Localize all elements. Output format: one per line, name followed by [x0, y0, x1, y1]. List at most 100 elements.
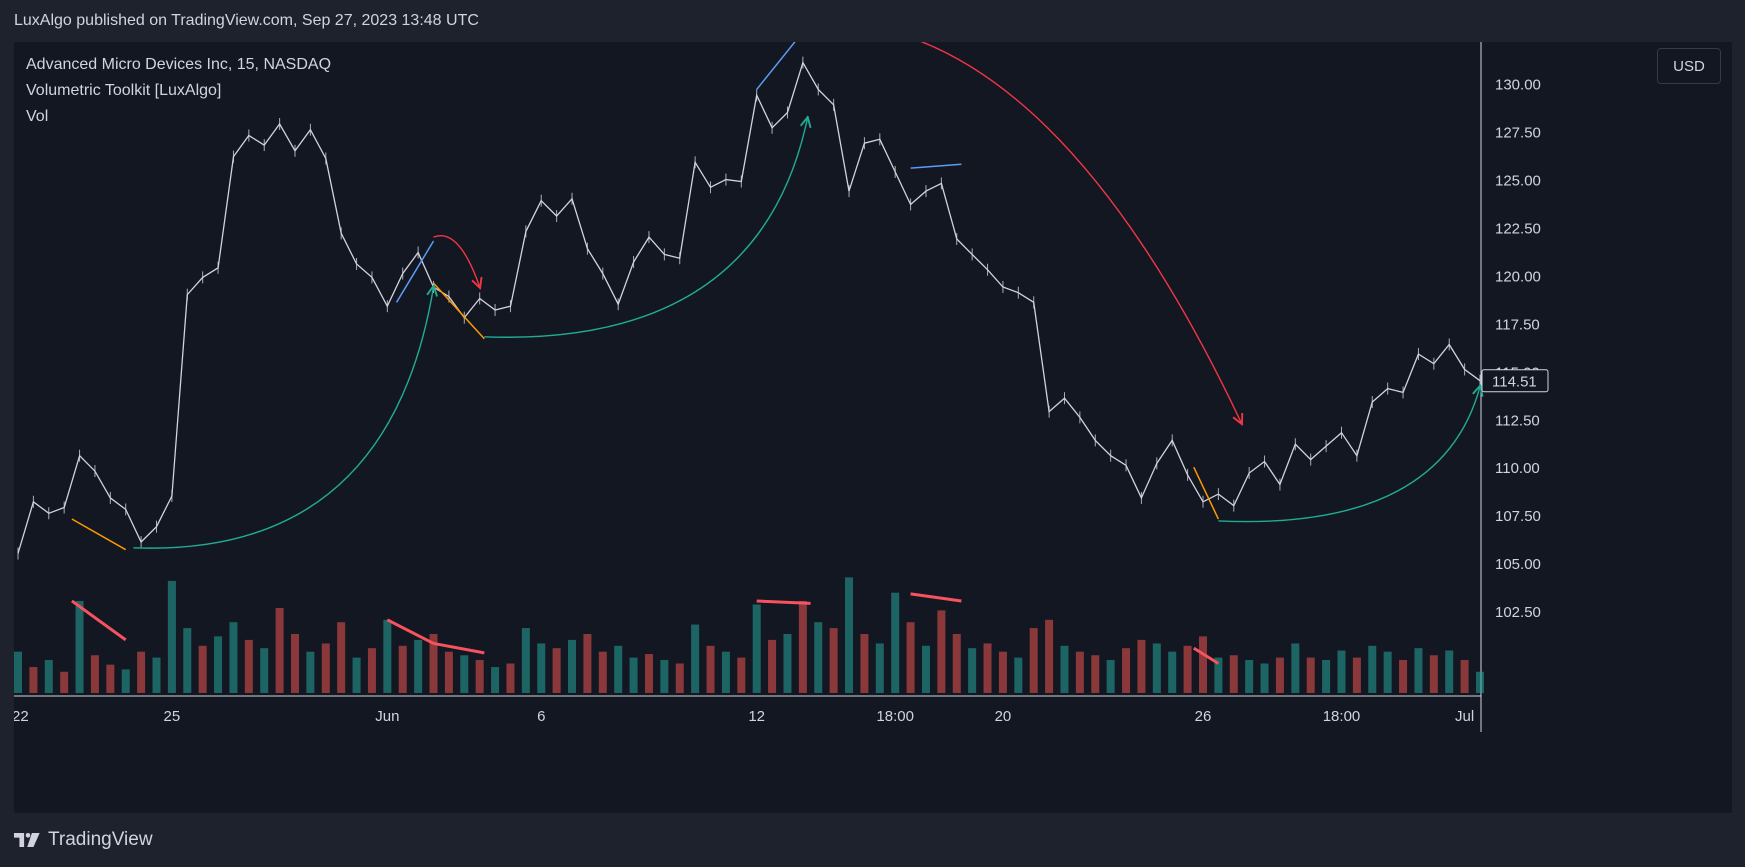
time-tick-label-4: 12	[748, 708, 765, 725]
volume-bar-46	[721, 651, 730, 693]
time-tick-label-0: 22	[14, 708, 29, 725]
volume-bar-95	[1476, 671, 1484, 693]
volume-bar-60	[937, 610, 946, 693]
price-tick-label-4: 112.50	[1495, 412, 1540, 429]
volume-bar-23	[367, 648, 376, 693]
chart-legend: Advanced Micro Devices Inc, 15, NASDAQ V…	[26, 52, 331, 130]
volume-bar-71	[1106, 659, 1115, 693]
time-tick-label-5: 18:00	[876, 708, 914, 725]
volume-bar-93	[1445, 650, 1454, 693]
volume-bar-75	[1168, 651, 1177, 693]
volume-bar-80	[1245, 659, 1254, 693]
volume-bar-62	[968, 648, 977, 693]
volume-bar-3	[60, 671, 69, 693]
bear-arrow-0	[433, 235, 480, 287]
time-tick-label-1: 25	[164, 708, 181, 725]
volume-bar-16	[260, 648, 269, 693]
volume-divergence-line-5	[1192, 646, 1220, 665]
price-tick-label-7: 120.00	[1495, 268, 1541, 285]
currency-button[interactable]: USD	[1657, 48, 1721, 84]
volume-title[interactable]: Vol	[26, 108, 49, 125]
volume-bar-34	[537, 643, 546, 693]
volume-bar-85	[1322, 659, 1331, 693]
time-tick-label-7: 26	[1195, 708, 1212, 725]
volume-bar-55	[860, 634, 869, 693]
volume-bar-49	[768, 639, 777, 693]
volume-bar-26	[414, 639, 423, 693]
published-text: LuxAlgo published on TradingView.com, Se…	[14, 12, 479, 29]
volume-bar-5	[90, 655, 99, 693]
volume-divergence-line-2	[433, 641, 485, 655]
volume-divergence-line-0	[70, 599, 127, 642]
volume-bar-36	[568, 639, 577, 693]
volume-bar-40	[629, 657, 638, 693]
volume-bar-66	[1029, 628, 1038, 693]
volume-divergence-line-1	[386, 618, 435, 645]
volume-bar-2	[44, 659, 53, 693]
bull-arrow-2	[1218, 387, 1480, 523]
volume-bar-25	[398, 645, 407, 693]
time-tick-label-2: Jun	[375, 708, 399, 725]
volume-bar-31	[491, 667, 500, 693]
volume-bar-70	[1091, 655, 1100, 693]
volume-bar-39	[614, 645, 623, 693]
volume-bar-8	[137, 651, 146, 693]
price-chart[interactable]: 102.50105.00107.50110.00112.50115.00117.…	[14, 42, 1732, 813]
volume-bar-72	[1122, 648, 1131, 693]
volume-bar-7	[121, 669, 130, 693]
price-tick-label-8: 122.50	[1495, 221, 1541, 238]
price-tick-label-2: 107.50	[1495, 508, 1541, 525]
volume-bar-48	[752, 604, 761, 693]
footer-brand-text: TradingView	[48, 829, 153, 850]
volume-bar-83	[1291, 643, 1300, 693]
volume-bar-30	[475, 659, 484, 693]
volume-bar-77	[1198, 636, 1207, 693]
volume-bar-28	[444, 651, 453, 693]
price-tick-label-3: 110.00	[1495, 460, 1540, 477]
time-tick-label-8: 18:00	[1323, 708, 1361, 725]
volume-divergence-line-3	[756, 599, 811, 605]
volume-bar-90	[1399, 659, 1408, 693]
volume-bar-17	[275, 608, 284, 693]
price-tick-label-9: 125.00	[1495, 173, 1541, 190]
volume-bar-4	[75, 600, 84, 693]
time-tick-label-9: Jul	[1455, 708, 1474, 725]
price-tick-label-10: 127.50	[1495, 125, 1541, 142]
volume-bar-44	[691, 624, 700, 693]
volume-bar-78	[1214, 657, 1223, 693]
price-tick-label-11: 130.00	[1495, 77, 1541, 94]
bull-arrow-0	[133, 287, 433, 549]
volume-bar-24	[383, 619, 392, 693]
volume-bar-59	[921, 645, 930, 693]
symbol-title[interactable]: Advanced Micro Devices Inc, 15, NASDAQ	[26, 56, 332, 73]
volume-bar-68	[1060, 645, 1069, 693]
volume-bar-11	[183, 628, 192, 693]
volume-bar-50	[783, 634, 792, 693]
indicator-title[interactable]: Volumetric Toolkit [LuxAlgo]	[26, 82, 222, 99]
chart-frame[interactable]: 102.50105.00107.50110.00112.50115.00117.…	[14, 42, 1732, 813]
volume-bar-43	[675, 663, 684, 693]
price-tick-label-6: 117.50	[1495, 316, 1540, 333]
volume-bar-33	[521, 628, 530, 693]
volume-bar-45	[706, 645, 715, 693]
trend-up-line-0	[395, 240, 435, 303]
volume-bar-10	[167, 580, 176, 693]
volume-bar-79	[1229, 655, 1238, 693]
price-line	[17, 60, 1481, 554]
trend-up-line-1	[756, 42, 796, 90]
volume-bar-67	[1045, 619, 1054, 693]
volume-bar-61	[952, 634, 961, 693]
price-tick-label-12: 132.50	[1495, 42, 1541, 46]
volume-bar-56	[875, 643, 884, 693]
volume-bar-18	[291, 634, 300, 693]
volume-bar-12	[198, 645, 207, 693]
volume-bar-38	[598, 651, 607, 693]
volume-bar-1	[29, 667, 38, 693]
volume-bar-14	[229, 622, 238, 693]
volume-bar-92	[1429, 655, 1438, 693]
volume-bar-47	[737, 657, 746, 693]
volume-bar-58	[906, 622, 915, 693]
volume-bar-52	[814, 622, 823, 693]
volume-bar-0	[14, 651, 22, 693]
volume-bar-57	[891, 592, 900, 693]
